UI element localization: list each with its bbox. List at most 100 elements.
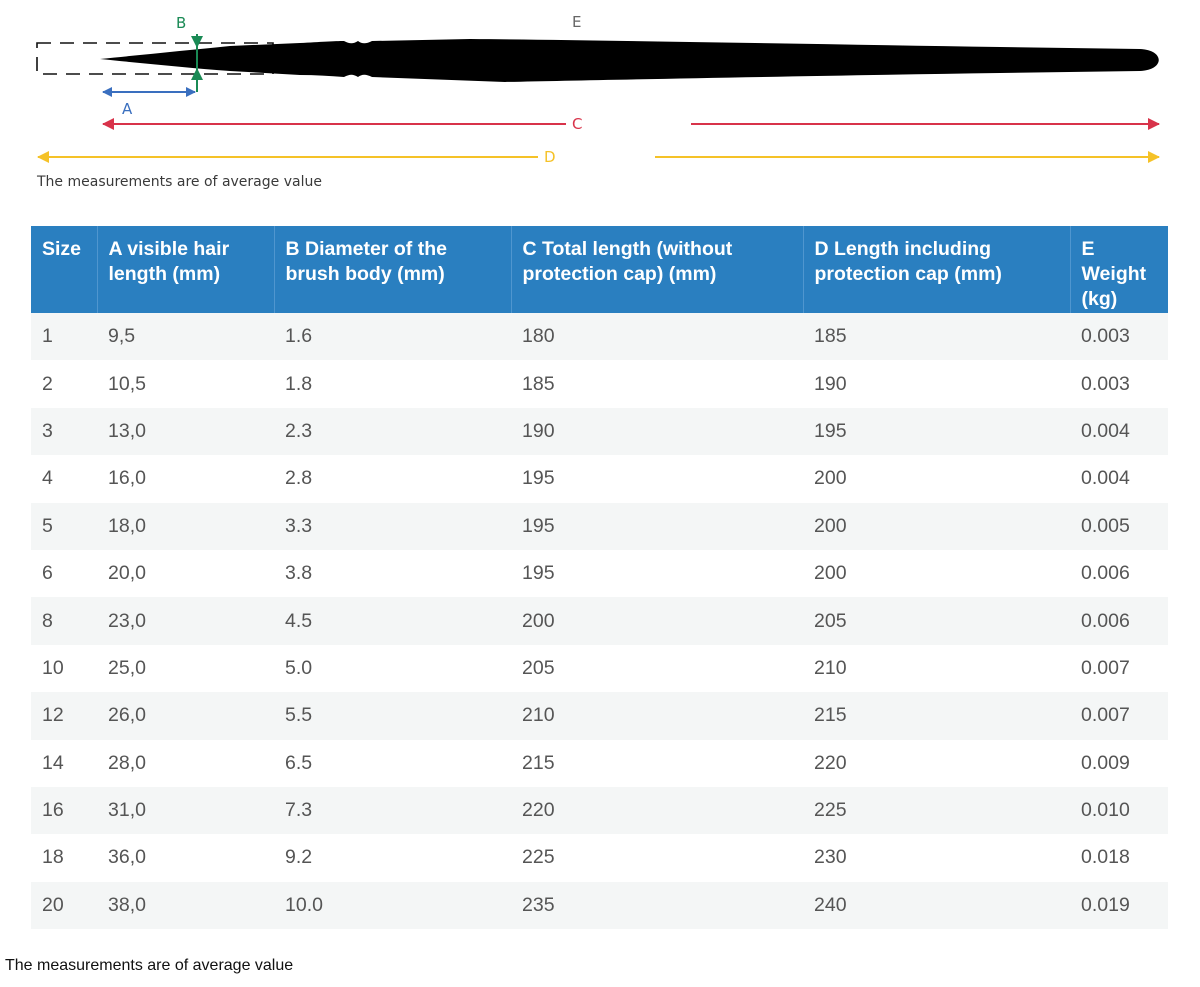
size-cell: 20 [31,881,97,930]
table-row: 10 25,0 5.0 205 210 0.007 [31,644,1168,693]
weight-cell: 0.010 [1070,786,1168,835]
hair-length-cell: 36,0 [97,834,274,882]
c-label: C [572,115,582,133]
weight-cell: 0.004 [1070,455,1168,503]
brush-size-table: Size A visible hair length (mm) B Diamet… [31,226,1168,930]
table-row: 5 18,0 3.3 195 200 0.005 [31,502,1168,550]
table-row: 4 16,0 2.8 195 200 0.004 [31,455,1168,503]
size-cell: 4 [31,455,97,503]
body-diameter-cell: 4.5 [274,597,511,645]
length-with-cap-cell: 225 [803,786,1070,835]
table-row: 6 20,0 3.8 195 200 0.006 [31,549,1168,598]
size-cell: 5 [31,502,97,550]
length-with-cap-cell: 240 [803,881,1070,930]
hair-length-cell: 16,0 [97,455,274,503]
diagram-note: The measurements are of average value [37,174,322,190]
body-diameter-cell: 9.2 [274,834,511,882]
body-diameter-cell: 2.3 [274,407,511,456]
length-with-cap-cell: 200 [803,455,1070,503]
total-length-cell: 190 [511,407,803,456]
protection-cap-outline [36,42,274,75]
column-header-weight: E Weight (kg) [1069,226,1168,313]
table-row: 16 31,0 7.3 220 225 0.010 [31,786,1168,835]
weight-cell: 0.006 [1070,597,1168,645]
size-cell: 2 [31,360,97,408]
total-length-cell: 195 [511,455,803,503]
footer-note: The measurements are of average value [5,957,294,974]
total-length-cell: 205 [511,644,803,693]
body-diameter-cell: 5.5 [274,692,511,740]
column-header-body-diameter: B Diameter of the brush body (mm) [273,226,511,313]
brush-silhouette [100,39,1159,82]
weight-cell: 0.007 [1070,692,1168,740]
length-with-cap-cell: 230 [803,834,1070,882]
weight-cell: 0.018 [1070,834,1168,882]
hair-length-cell: 9,5 [97,313,274,361]
weight-cell: 0.007 [1070,644,1168,693]
table-row: 2 10,5 1.8 185 190 0.003 [31,360,1168,408]
body-diameter-cell: 5.0 [274,644,511,693]
b-label: B [176,14,186,32]
column-header-size: Size [31,226,97,313]
table-body: 1 9,5 1.6 180 185 0.003 2 10,5 1.8 185 190 0.003 3 13… [31,313,1168,930]
weight-cell: 0.019 [1070,881,1168,930]
hair-length-cell: 13,0 [97,407,274,456]
length-with-cap-cell: 210 [803,644,1070,693]
column-header-length-with-cap: D Length including protection cap (mm) [802,226,1070,313]
length-with-cap-cell: 205 [803,597,1070,645]
total-length-cell: 225 [511,834,803,882]
weight-cell: 0.009 [1070,739,1168,787]
hair-length-cell: 23,0 [97,597,274,645]
column-header-hair-length: A visible hair length (mm) [96,226,274,313]
hair-length-cell: 38,0 [97,881,274,930]
hair-length-cell: 25,0 [97,644,274,693]
table-row: 8 23,0 4.5 200 205 0.006 [31,597,1168,645]
body-diameter-cell: 3.8 [274,549,511,598]
length-with-cap-cell: 190 [803,360,1070,408]
length-with-cap-cell: 200 [803,502,1070,550]
table-row: 12 26,0 5.5 210 215 0.007 [31,692,1168,740]
body-diameter-cell: 2.8 [274,455,511,503]
body-diameter-cell: 1.8 [274,360,511,408]
hair-length-cell: 26,0 [97,692,274,740]
body-diameter-cell: 3.3 [274,502,511,550]
total-length-cell: 195 [511,502,803,550]
body-diameter-cell: 10.0 [274,881,511,930]
length-with-cap-cell: 215 [803,692,1070,740]
total-length-cell: 185 [511,360,803,408]
b-bottom-arrowhead [191,68,203,80]
table-header-row: Size A visible hair length (mm) B Diamet… [31,226,1168,313]
size-cell: 10 [31,644,97,693]
weight-cell: 0.003 [1070,360,1168,408]
weight-cell: 0.005 [1070,502,1168,550]
size-cell: 6 [31,549,97,598]
size-cell: 14 [31,739,97,787]
table-row: 18 36,0 9.2 225 230 0.018 [31,834,1168,882]
total-length-cell: 180 [511,313,803,361]
column-header-total-length: C Total length (without protection cap) … [510,226,803,313]
total-length-cell: 215 [511,739,803,787]
d-label: D [544,148,556,166]
weight-cell: 0.006 [1070,549,1168,598]
table-row: 3 13,0 2.3 190 195 0.004 [31,407,1168,456]
body-diameter-cell: 6.5 [274,739,511,787]
length-with-cap-cell: 195 [803,407,1070,456]
b-top-arrowhead [191,36,203,48]
total-length-cell: 200 [511,597,803,645]
table-row: 20 38,0 10.0 235 240 0.019 [31,881,1168,930]
e-label: E [572,13,581,31]
a-label: A [122,100,133,118]
length-with-cap-cell: 200 [803,549,1070,598]
hair-length-cell: 10,5 [97,360,274,408]
length-with-cap-cell: 220 [803,739,1070,787]
hair-length-cell: 28,0 [97,739,274,787]
table-row: 1 9,5 1.6 180 185 0.003 [31,313,1168,361]
size-cell: 16 [31,786,97,835]
total-length-cell: 220 [511,786,803,835]
weight-cell: 0.004 [1070,407,1168,456]
brush-dimension-diagram: B A C D E [36,13,1160,166]
size-cell: 1 [31,313,97,361]
size-cell: 8 [31,597,97,645]
size-cell: 12 [31,692,97,740]
weight-cell: 0.003 [1070,313,1168,361]
